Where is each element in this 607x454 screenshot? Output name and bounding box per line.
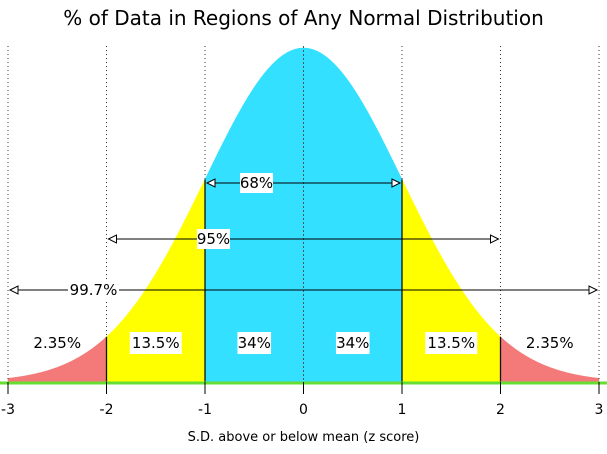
region-label-background bbox=[523, 332, 576, 354]
region-label-6: 2.35% bbox=[526, 334, 574, 352]
range-label: 68% bbox=[240, 174, 273, 192]
range-label-background bbox=[68, 280, 119, 300]
range-arrowhead-left bbox=[205, 178, 216, 188]
x-tick-label: -2 bbox=[100, 402, 114, 418]
region-label-background bbox=[425, 332, 478, 354]
region-area-6 bbox=[500, 336, 600, 383]
x-tick-label: 0 bbox=[299, 402, 308, 418]
sd-gridlines bbox=[7, 46, 600, 382]
region-label-background bbox=[335, 332, 370, 354]
range-arrowhead-left bbox=[107, 234, 117, 244]
region-area-3 bbox=[204, 47, 304, 383]
range-label-background bbox=[197, 229, 230, 249]
range-arrowhead-right bbox=[490, 234, 500, 244]
x-tick-label: 1 bbox=[398, 402, 407, 418]
region-label-3: 34% bbox=[238, 334, 271, 352]
range-arrowhead-left bbox=[8, 285, 19, 295]
range-arrow-2: 95% bbox=[107, 229, 500, 249]
region-area-4 bbox=[303, 47, 403, 383]
chart-title: % of Data in Regions of Any Normal Distr… bbox=[63, 6, 544, 30]
x-tick-label: 3 bbox=[595, 402, 604, 418]
region-label-1: 2.35% bbox=[33, 334, 81, 352]
region-areas bbox=[7, 47, 600, 383]
range-label-background bbox=[240, 173, 273, 193]
region-label-5: 13.5% bbox=[427, 334, 475, 352]
region-area-5 bbox=[401, 179, 501, 383]
range-arrows: 68% 95% 99.7% bbox=[8, 173, 599, 300]
region-label-background bbox=[31, 332, 84, 354]
region-percent-labels: 2.35% 13.5% 34% 34% 13.5% 2.35% bbox=[31, 332, 576, 354]
region-label-2: 13.5% bbox=[132, 334, 180, 352]
range-label: 95% bbox=[197, 230, 230, 248]
region-label-4: 34% bbox=[336, 334, 369, 352]
range-arrowhead-right bbox=[391, 178, 402, 188]
x-axis: -3 -2 -1 0 1 2 3 bbox=[0, 381, 607, 418]
x-tick-label: -3 bbox=[1, 402, 15, 418]
region-area-2 bbox=[106, 179, 206, 383]
region-area-1 bbox=[7, 336, 107, 383]
range-label: 99.7% bbox=[70, 281, 118, 299]
x-tick-label: -1 bbox=[198, 402, 212, 418]
range-arrow-1: 68% bbox=[205, 173, 402, 193]
region-label-background bbox=[237, 332, 272, 354]
range-arrowhead-right bbox=[588, 285, 599, 295]
x-axis-label: S.D. above or below mean (z score) bbox=[188, 430, 420, 445]
x-tick-label: 2 bbox=[496, 402, 505, 418]
region-label-background bbox=[129, 332, 182, 354]
range-arrow-3: 99.7% bbox=[8, 280, 599, 300]
